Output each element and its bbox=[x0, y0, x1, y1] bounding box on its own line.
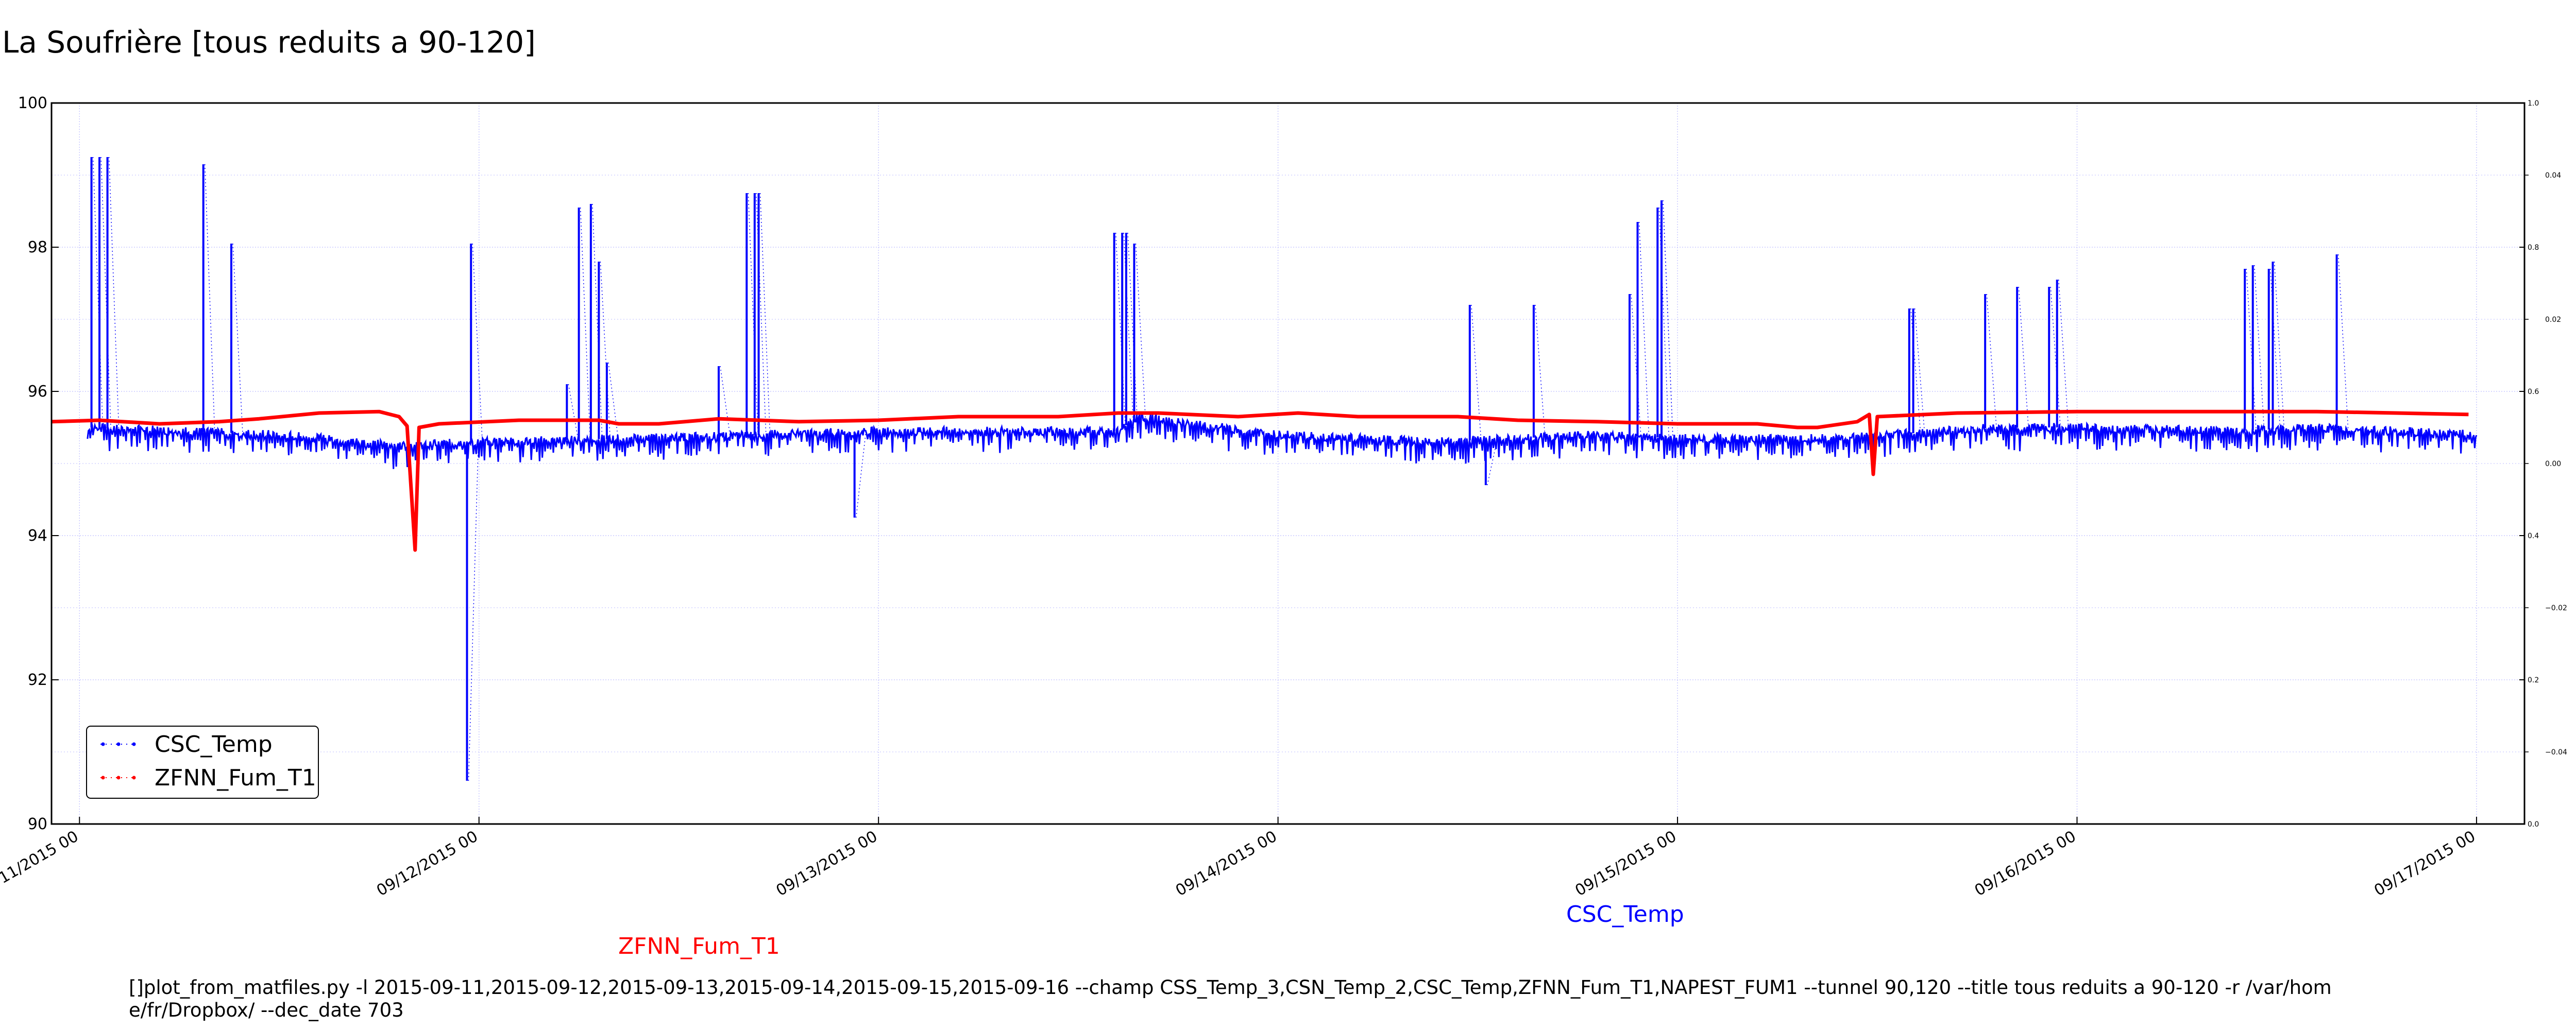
spike-tail-csc-temp bbox=[1631, 294, 1641, 436]
legend-label-csc-temp: CSC_Temp bbox=[155, 731, 273, 758]
right-tick-label: 0.02 bbox=[2545, 316, 2561, 324]
spike-tail-csc-temp bbox=[2018, 286, 2029, 428]
series-line-csc-temp bbox=[87, 411, 2478, 469]
right-tick-label: 0.0 bbox=[2528, 820, 2539, 829]
spike-tail-csc-temp bbox=[855, 432, 867, 518]
spike-tail-csc-temp bbox=[100, 157, 111, 428]
spike-tail-csc-temp bbox=[759, 193, 771, 435]
y-tick-label: 94 bbox=[28, 527, 47, 545]
spike-tail-csc-temp bbox=[2253, 265, 2265, 431]
spike-tail-csc-temp bbox=[108, 157, 120, 428]
legend-swatch-csc-temp bbox=[100, 742, 137, 746]
x-tick-label: 09/15/2015 00 bbox=[1572, 828, 1680, 900]
x-tick-label: 09/13/2015 00 bbox=[773, 828, 881, 900]
spike-tail-csc-temp bbox=[1638, 221, 1650, 437]
right-tick-label: −0.02 bbox=[2545, 604, 2567, 612]
series-label-zfnn-fum-t1: ZFNN_Fum_T1 bbox=[618, 933, 780, 959]
right-tick-label: 0.8 bbox=[2528, 244, 2539, 252]
right-axis-a: 0.0 0.2 0.4 0.6 0.8 1.0 bbox=[2519, 99, 2539, 829]
spike-tail-csc-temp bbox=[1487, 439, 1498, 486]
right-tick-label: 0.00 bbox=[2545, 460, 2561, 468]
x-tick-label: 09/11/2015 00 bbox=[0, 828, 81, 900]
right-axis-grid bbox=[52, 175, 2524, 752]
y-tick-label: 100 bbox=[18, 94, 47, 112]
legend-label-zfnn-fum-t1: ZFNN_Fum_T1 bbox=[155, 765, 316, 791]
y-tick-label: 96 bbox=[28, 383, 47, 401]
y-tick-label: 92 bbox=[28, 671, 47, 689]
chart-title: La Soufrière [tous reduits a 90-120] bbox=[2, 25, 536, 60]
series-label-csc-temp: CSC_Temp bbox=[1566, 901, 1684, 928]
spike-tail-csc-temp bbox=[472, 243, 483, 442]
spike-tail-csc-temp bbox=[2058, 279, 2069, 428]
right-tick-label: 0.4 bbox=[2528, 532, 2539, 540]
spike-tail-csc-temp bbox=[1986, 294, 1997, 428]
spike-tail-csc-temp bbox=[468, 442, 479, 781]
spike-tail-csc-temp bbox=[204, 164, 215, 432]
spike-tail-csc-temp bbox=[600, 261, 611, 439]
legend-box bbox=[86, 726, 319, 799]
spike-tail-csc-temp bbox=[748, 193, 759, 435]
right-tick-label: 1.0 bbox=[2528, 99, 2539, 108]
y-axis: 90 92 94 96 98 100 bbox=[18, 94, 59, 833]
x-tick-label: 09/14/2015 00 bbox=[1173, 828, 1280, 900]
y-tick-label: 98 bbox=[28, 238, 47, 256]
spike-tail-csc-temp bbox=[568, 384, 579, 440]
spike-tail-csc-temp bbox=[1471, 304, 1482, 441]
spike-tail-csc-temp bbox=[1663, 200, 1673, 438]
spike-tail-csc-temp bbox=[2274, 261, 2285, 430]
spike-tail-csc-temp bbox=[1658, 207, 1670, 438]
spike-tail-csc-temp bbox=[1135, 243, 1146, 420]
x-tick-label: 09/12/2015 00 bbox=[374, 828, 481, 900]
spike-tail-csc-temp bbox=[2269, 268, 2281, 430]
y-tick-label: 90 bbox=[28, 815, 47, 833]
spike-tail-csc-temp bbox=[2246, 268, 2257, 431]
x-axis: 09/11/2015 00 09/12/2015 00 09/13/2015 00 0… bbox=[0, 817, 2479, 900]
spike-tail-csc-temp bbox=[2050, 286, 2061, 428]
right-tick-label: 0.2 bbox=[2528, 676, 2539, 684]
series-zfnn-fum-t1 bbox=[51, 409, 2469, 552]
spike-tail-csc-temp bbox=[580, 207, 591, 440]
command-line-text: []plot_from_matfiles.py -l 2015-09-11,20… bbox=[129, 976, 2332, 1021]
right-axis-b: −0.04 −0.02 0.00 0.02 0.04 bbox=[2524, 171, 2567, 757]
series-csc-temp bbox=[87, 157, 2478, 781]
spike-tail-csc-temp bbox=[1115, 232, 1126, 432]
spike-tail-csc-temp bbox=[92, 157, 104, 428]
series-line-zfnn-fum-t1 bbox=[51, 409, 2469, 552]
spike-tail-csc-temp bbox=[2337, 254, 2349, 428]
spike-tail-csc-temp bbox=[720, 366, 731, 436]
right-tick-label: 0.6 bbox=[2528, 388, 2539, 396]
right-tick-label: −0.04 bbox=[2545, 748, 2567, 757]
spike-tail-csc-temp bbox=[1535, 304, 1546, 438]
legend-swatch-zfnn-fum-t1 bbox=[100, 776, 137, 780]
x-tick-label: 09/16/2015 00 bbox=[1972, 828, 2079, 900]
x-tick-label: 09/17/2015 00 bbox=[2371, 828, 2479, 900]
right-tick-label: 0.04 bbox=[2545, 171, 2561, 180]
spike-tail-csc-temp bbox=[232, 243, 243, 433]
spike-tail-csc-temp bbox=[592, 203, 603, 440]
spike-tail-csc-temp bbox=[1127, 232, 1138, 425]
legend: CSC_Temp ZFNN_Fum_T1 bbox=[86, 726, 319, 799]
